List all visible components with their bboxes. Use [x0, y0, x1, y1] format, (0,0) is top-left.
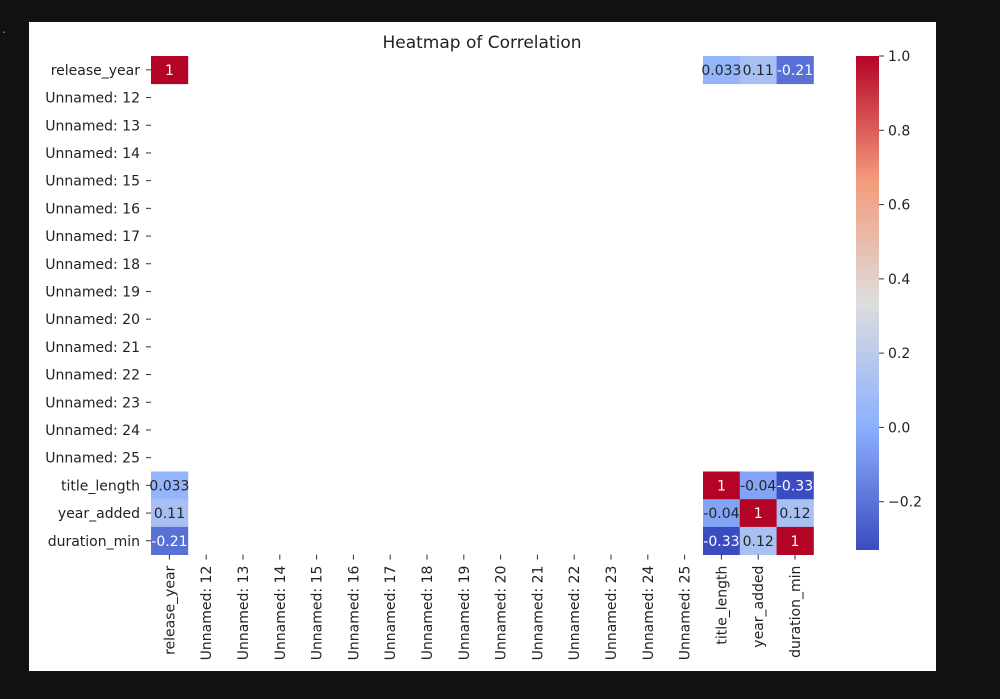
heatmap-cells — [151, 56, 814, 555]
y-tick-label: Unnamed: 12 — [45, 91, 140, 107]
heatmap-cell — [776, 56, 814, 85]
heatmap-chart: Heatmap of Correlation 1 0.033 0.11 -0.210.… — [45, 33, 922, 661]
x-tick-label: Unnamed: 24 — [641, 566, 657, 661]
cell-annotation: -0.21 — [777, 63, 813, 79]
colorbar: 1.0 0.8 0.6 0.4 0.2 0.0 −0.2 — [856, 49, 922, 550]
left-margin-marker: . — [2, 22, 6, 36]
cell-annotation: 1 — [754, 506, 763, 522]
x-tick-label: Unnamed: 21 — [530, 566, 546, 661]
y-tick-label: Unnamed: 15 — [45, 174, 140, 190]
cell-annotation: 0.033 — [701, 63, 741, 79]
y-tick-label: Unnamed: 16 — [45, 201, 140, 217]
x-tick-label: Unnamed: 25 — [678, 566, 694, 661]
y-tick-label: Unnamed: 13 — [45, 118, 140, 134]
window-bottom-bar — [0, 671, 1000, 699]
heatmap-cell — [151, 471, 189, 500]
y-tick-label: Unnamed: 19 — [45, 284, 140, 300]
heatmap-cell — [703, 499, 741, 528]
window-top-bar — [0, 0, 1000, 22]
x-tick-label: Unnamed: 17 — [383, 566, 399, 661]
y-tick-label: duration_min — [48, 534, 140, 550]
cell-annotation: 1 — [717, 478, 726, 494]
y-tick-label: Unnamed: 23 — [45, 395, 140, 411]
x-tick-label: Unnamed: 14 — [273, 566, 289, 661]
cell-annotation: -0.21 — [151, 534, 187, 550]
cell-annotation: 0.12 — [779, 506, 810, 522]
figure-canvas: Heatmap of Correlation 1 0.033 0.11 -0.21 0.… — [29, 22, 936, 671]
y-tick-label: title_length — [61, 478, 140, 494]
cell-annotation: -0.33 — [703, 534, 739, 550]
x-tick-label: title_length — [714, 566, 730, 645]
cell-annotations: 1 0.033 0.11 -0.210.033 1 -0.04 -0.330.11 -0.04… — [149, 63, 813, 550]
x-tick-label: Unnamed: 19 — [457, 566, 473, 661]
y-tick-label: year_added — [58, 506, 140, 522]
x-tick-label: Unnamed: 15 — [310, 566, 326, 661]
x-tick-label: Unnamed: 20 — [494, 566, 510, 661]
colorbar-gradient — [856, 56, 879, 550]
y-tick-label: Unnamed: 20 — [45, 312, 140, 328]
heatmap-cell — [739, 499, 777, 528]
y-tick-label: Unnamed: 17 — [45, 229, 140, 245]
heatmap-cell — [151, 56, 189, 85]
y-tick-label: Unnamed: 22 — [45, 368, 140, 384]
cell-annotation: 0.11 — [743, 63, 774, 79]
cell-annotation: -0.04 — [703, 506, 739, 522]
x-axis-ticks: release_year Unnamed: 12 Unnamed: 13 Unname… — [162, 554, 804, 661]
cell-annotation: 0.11 — [154, 506, 185, 522]
heatmap-cell — [739, 526, 777, 555]
chart-title: Heatmap of Correlation — [382, 33, 581, 53]
heatmap-cell — [739, 56, 777, 85]
colorbar-tick-label: 0.4 — [888, 272, 910, 288]
heatmap-cell — [776, 471, 814, 500]
x-tick-label: Unnamed: 13 — [236, 566, 252, 661]
colorbar-tick-label: 0.8 — [888, 123, 910, 139]
x-tick-label: Unnamed: 12 — [199, 566, 215, 661]
cell-annotation: -0.04 — [740, 478, 776, 494]
heatmap-cell — [703, 526, 741, 555]
colorbar-tick-label: 0.2 — [888, 346, 910, 362]
x-tick-label: Unnamed: 16 — [346, 566, 362, 661]
y-tick-label: Unnamed: 21 — [45, 340, 140, 356]
y-tick-label: Unnamed: 18 — [45, 257, 140, 273]
x-tick-label: duration_min — [788, 566, 804, 658]
cell-annotation: -0.33 — [777, 478, 813, 494]
x-tick-label: year_added — [751, 566, 767, 648]
heatmap-cell — [151, 499, 189, 528]
x-tick-label: Unnamed: 22 — [567, 566, 583, 661]
heatmap-cell — [151, 526, 189, 555]
y-axis-ticks: release_year Unnamed: 12 Unnamed: 13 Unname… — [45, 63, 151, 550]
y-tick-label: Unnamed: 25 — [45, 451, 140, 467]
colorbar-tick-label: 0.6 — [888, 198, 910, 214]
cell-annotation: 0.12 — [743, 534, 774, 550]
x-tick-label: release_year — [162, 565, 178, 655]
colorbar-tick-label: 0.0 — [888, 420, 910, 436]
y-tick-label: Unnamed: 14 — [45, 146, 140, 162]
cell-annotation: 1 — [791, 534, 800, 550]
y-tick-label: Unnamed: 24 — [45, 423, 140, 439]
heatmap-cell — [703, 471, 741, 500]
heatmap-cell — [776, 499, 814, 528]
y-tick-label: release_year — [51, 63, 141, 79]
cell-annotation: 0.033 — [149, 478, 189, 494]
heatmap-cell — [739, 471, 777, 500]
heatmap-cell — [776, 526, 814, 555]
colorbar-tick-label: 1.0 — [888, 49, 910, 65]
x-tick-label: Unnamed: 18 — [420, 566, 436, 661]
cell-annotation: 1 — [165, 63, 174, 79]
colorbar-tick-label: −0.2 — [888, 495, 922, 511]
heatmap-cell — [703, 56, 741, 85]
x-tick-label: Unnamed: 23 — [604, 566, 620, 661]
